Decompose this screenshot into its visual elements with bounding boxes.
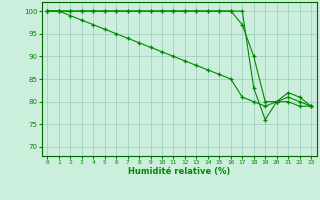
X-axis label: Humidité relative (%): Humidité relative (%) (128, 167, 230, 176)
